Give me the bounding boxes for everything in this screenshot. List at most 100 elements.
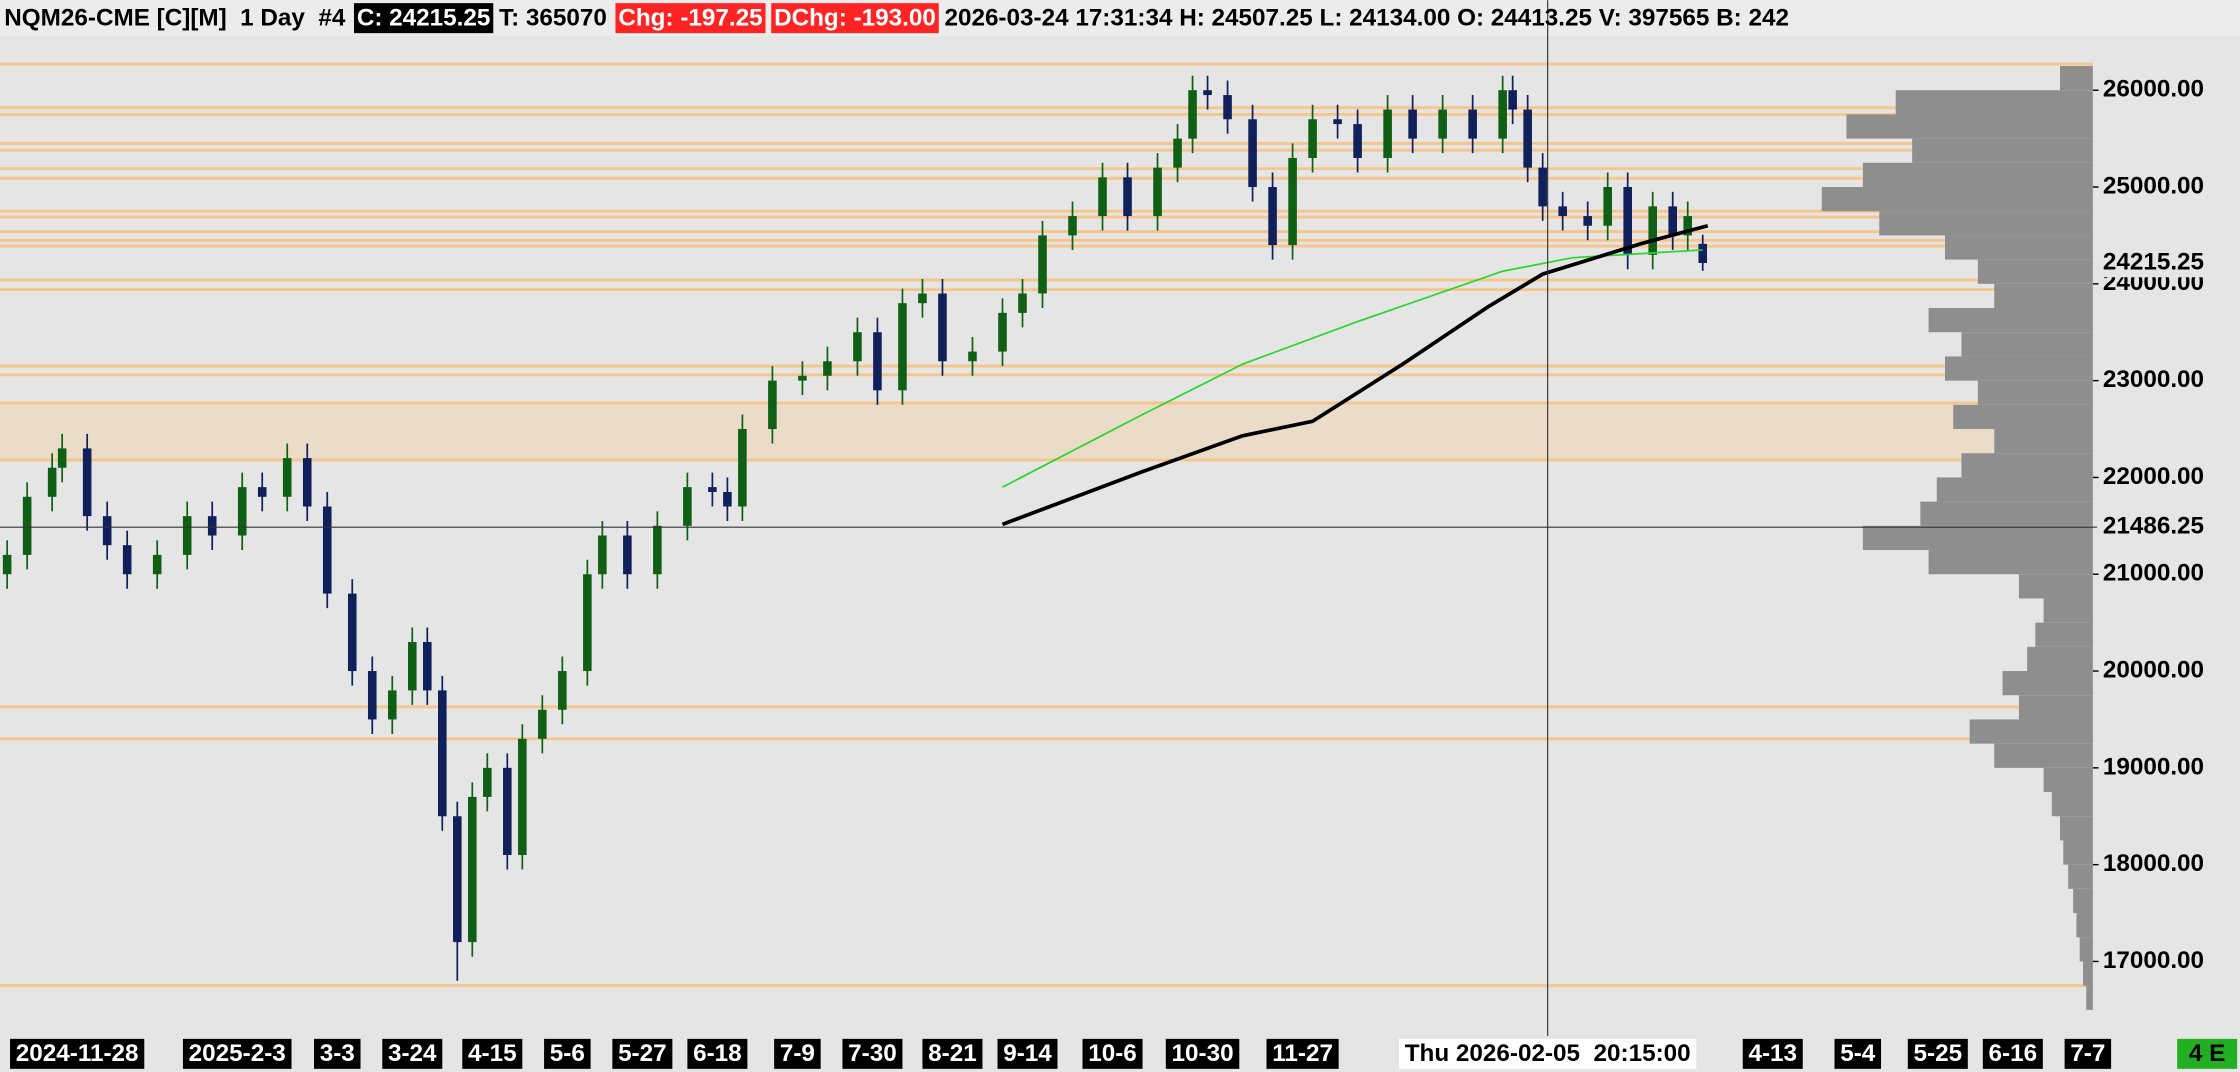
x-tick-label-box xyxy=(1742,1038,1803,1069)
candle-body xyxy=(583,574,592,672)
candle-body xyxy=(538,709,547,739)
x-tick-label: 7-7 xyxy=(2070,1040,2105,1067)
last-price-label: 24215.25 xyxy=(2103,248,2204,275)
x-tick-label: 2024-11-28 xyxy=(16,1040,139,1067)
volume-profile-bar xyxy=(2063,840,2093,865)
x-tick-label: 10-6 xyxy=(1088,1040,1137,1067)
y-tick-label: 19000.00 xyxy=(2103,753,2204,780)
volume-profile-bar xyxy=(2060,66,2093,91)
candle-body xyxy=(1248,119,1257,188)
volume-profile-bar xyxy=(1821,187,2093,212)
candle-body xyxy=(438,690,447,817)
x-tick-label: 4-13 xyxy=(1748,1040,1797,1067)
crosshair-price-label: 21486.25 xyxy=(2103,513,2204,540)
status-box xyxy=(2177,1038,2238,1069)
candle-body xyxy=(1068,216,1077,236)
candle-body xyxy=(1538,167,1547,207)
x-tick-label-box xyxy=(1982,1038,2043,1069)
candle-body xyxy=(282,458,292,497)
candle-body xyxy=(918,293,927,304)
volume-profile-bar xyxy=(1936,477,2093,502)
volume-profile-bar xyxy=(1912,138,2093,163)
header-box xyxy=(615,3,766,34)
x-tick-label-box xyxy=(462,1038,523,1069)
candle-body xyxy=(47,467,57,497)
volume-profile-bar xyxy=(2079,937,2093,962)
volume-profile-bar xyxy=(1969,719,2093,744)
x-tick-label: 5-4 xyxy=(1840,1040,1876,1067)
candle-body xyxy=(853,332,862,362)
volume-profile-bar xyxy=(2027,646,2093,672)
candle-body xyxy=(1223,95,1232,120)
candle-body xyxy=(1438,109,1447,139)
volume-profile-bar xyxy=(1977,380,2093,405)
x-tick-label-box xyxy=(182,1038,292,1069)
candle-body xyxy=(1603,187,1612,226)
candle-body xyxy=(1098,177,1107,217)
candle-body xyxy=(598,535,607,575)
candle-body xyxy=(653,525,662,575)
volume-profile-bar xyxy=(1961,332,2093,357)
candle-body xyxy=(1188,90,1197,139)
volume-profile-bar xyxy=(2086,985,2093,1010)
value-area-band xyxy=(0,402,2093,461)
y-tick-label: 25000.00 xyxy=(2103,172,2204,199)
volume-profile-bar xyxy=(2043,767,2093,793)
candle-body xyxy=(407,642,417,691)
volume-profile-bar xyxy=(1846,114,2093,139)
candle-body xyxy=(558,671,567,710)
y-tick-label: 21000.00 xyxy=(2103,560,2204,587)
candle-body xyxy=(518,738,527,855)
candle-body xyxy=(998,312,1007,352)
x-tick-label-box xyxy=(544,1038,591,1069)
x-tick-label-box xyxy=(314,1038,361,1069)
volume-profile-bar xyxy=(2068,864,2093,889)
candle-body xyxy=(968,351,977,362)
candle-body xyxy=(1508,90,1517,110)
volume-profile-bar xyxy=(1945,235,2093,260)
moving-average xyxy=(1001,223,1709,527)
volume-profile-bar xyxy=(1920,501,2093,526)
volume-profile-bar xyxy=(2018,695,2093,720)
candle-body xyxy=(347,593,357,672)
candle-body xyxy=(823,361,832,376)
y-tick-label: 20000.00 xyxy=(2103,656,2204,683)
candle-body xyxy=(1468,109,1477,139)
volume-profile-bar xyxy=(2018,574,2093,599)
candle-body xyxy=(1648,206,1657,255)
volume-profile-bar xyxy=(1977,259,2093,284)
candle-body xyxy=(1623,187,1632,255)
x-tick-label: 7-9 xyxy=(780,1040,815,1067)
x-tick-label: 5-27 xyxy=(618,1040,667,1067)
volume-profile-bar xyxy=(2043,598,2093,623)
header-item: Chg: -197.25 xyxy=(618,4,762,31)
candle-body xyxy=(1698,243,1708,263)
y-tick-label: 17000.00 xyxy=(2103,947,2204,974)
volume-profile-bar xyxy=(2051,792,2093,817)
volume-profile-bar xyxy=(1928,550,2093,575)
x-tick-label-box xyxy=(1266,1038,1339,1069)
candle-body xyxy=(453,816,462,943)
candle-body xyxy=(387,690,397,720)
candle-body xyxy=(1523,109,1532,168)
header-box xyxy=(771,3,939,34)
header-box xyxy=(353,3,494,34)
x-tick-label: 5-6 xyxy=(550,1040,585,1067)
volume-profile-bar xyxy=(1994,429,2093,454)
x-tick-label: 8-21 xyxy=(928,1040,977,1067)
volume-profile-bar xyxy=(2083,961,2093,986)
candle-body xyxy=(723,491,732,507)
last-price-box xyxy=(2097,248,2240,278)
volume-profile-bar xyxy=(2076,913,2093,938)
x-tick-label-box xyxy=(1907,1038,1968,1069)
y-tick-label: 18000.00 xyxy=(2103,850,2204,877)
x-tick-label-box xyxy=(842,1038,903,1069)
candle-body xyxy=(1268,187,1277,246)
x-tick-label: 4-15 xyxy=(468,1040,517,1067)
volume-profile-bar xyxy=(1862,525,2093,551)
candle-body xyxy=(1498,90,1507,139)
x-tick-label-box xyxy=(922,1038,983,1069)
candle-body xyxy=(82,448,92,517)
candle-body xyxy=(122,545,132,575)
x-tick-label-box xyxy=(2064,1038,2112,1069)
